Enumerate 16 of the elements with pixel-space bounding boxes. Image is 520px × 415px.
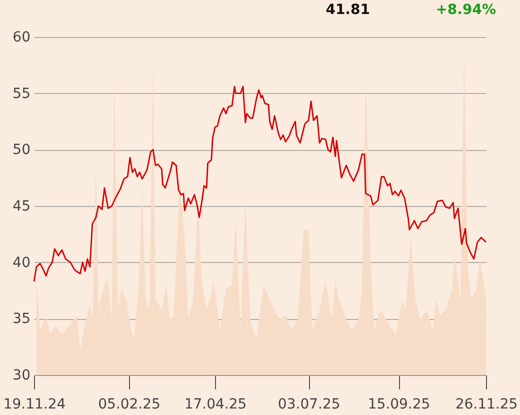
- x-tick-label: 19.11.24: [3, 396, 66, 412]
- x-tick-label: 26.11.25: [455, 396, 518, 412]
- text: +8.94%: [436, 2, 496, 18]
- y-tick-label: 35: [12, 311, 30, 328]
- x-tick-label: 05.02.25: [98, 396, 160, 412]
- y-tick-label: 60: [12, 30, 30, 46]
- x-tick-label: 15.09.25: [368, 396, 430, 412]
- y-tick-label: 45: [12, 198, 30, 214]
- y-tick-label: 50: [12, 142, 30, 158]
- y-tick-label: 40: [12, 254, 30, 271]
- y-tick-label: 55: [12, 86, 30, 102]
- line-series: [33, 86, 487, 282]
- y-tick-label: 30: [12, 368, 30, 384]
- x-tick-label: 17.04.25: [184, 396, 247, 412]
- text: 41.81: [326, 2, 370, 18]
- x-tick-label: 03.07.25: [278, 396, 340, 412]
